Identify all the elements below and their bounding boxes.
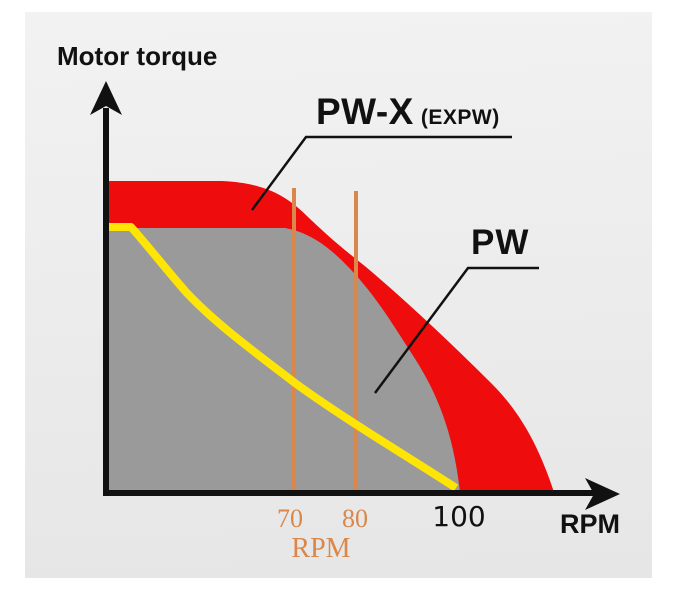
pw-leader-line [373, 266, 539, 394]
x-axis-label: RPM [560, 509, 620, 539]
y-axis-arrowhead [90, 81, 122, 115]
yellow-torque-curve [103, 223, 459, 492]
x-tick-80: 80 [342, 504, 368, 533]
pwx-series-label-main: PW-X [316, 91, 414, 132]
x-tick-70: 70 [277, 504, 303, 533]
pw-series-label: PW [471, 223, 530, 262]
x-axis-arrowhead [585, 478, 620, 510]
pwx-series-label-sub: (EXPW) [420, 106, 500, 129]
y-axis-label: Motor torque [57, 41, 218, 71]
pwx-series-label: PW-X (EXPW) [316, 93, 500, 130]
pwx-leader-line [250, 135, 512, 211]
x-tick-rpm-unit: RPM [291, 533, 351, 564]
x-tick-100: 100 [432, 500, 486, 533]
pw-gray-area [106, 228, 460, 492]
